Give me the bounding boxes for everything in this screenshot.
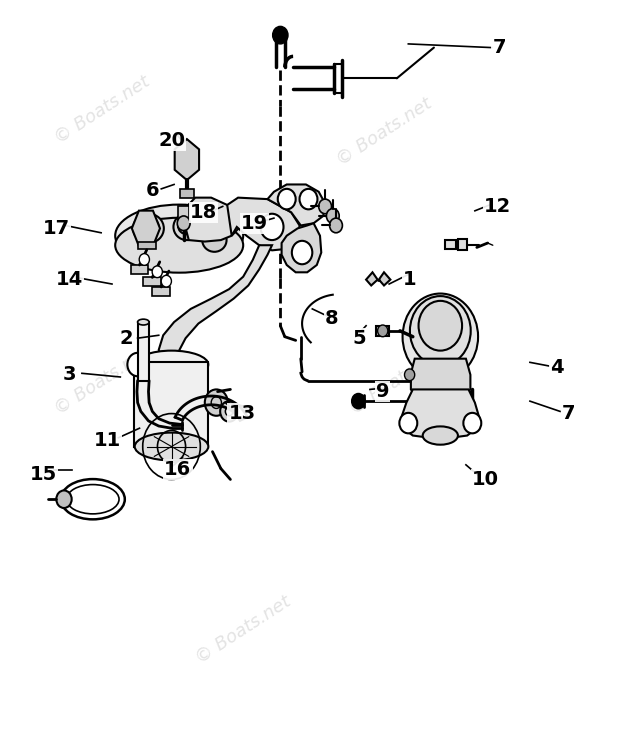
Circle shape: [462, 395, 472, 407]
Circle shape: [399, 413, 417, 433]
Circle shape: [404, 369, 415, 381]
Ellipse shape: [135, 433, 209, 460]
Bar: [178, 206, 189, 220]
Bar: [143, 277, 161, 286]
Circle shape: [161, 275, 172, 287]
Ellipse shape: [173, 214, 200, 240]
Circle shape: [56, 490, 72, 508]
Polygon shape: [159, 245, 272, 360]
Bar: [131, 265, 148, 274]
Circle shape: [177, 216, 190, 231]
Circle shape: [326, 209, 339, 223]
Polygon shape: [282, 223, 321, 272]
Circle shape: [152, 266, 163, 277]
Text: 11: 11: [94, 431, 121, 450]
Polygon shape: [445, 240, 456, 249]
Circle shape: [205, 389, 228, 416]
Ellipse shape: [138, 217, 159, 236]
Circle shape: [220, 401, 238, 422]
Ellipse shape: [115, 218, 243, 272]
Polygon shape: [184, 198, 240, 242]
Circle shape: [127, 353, 148, 376]
Text: 6: 6: [145, 181, 159, 200]
Ellipse shape: [403, 294, 478, 380]
Ellipse shape: [419, 301, 462, 351]
Text: 10: 10: [472, 470, 499, 489]
Polygon shape: [268, 184, 325, 225]
Text: 3: 3: [62, 365, 76, 384]
Ellipse shape: [115, 204, 243, 266]
Text: © Boats.net: © Boats.net: [192, 592, 294, 667]
Polygon shape: [458, 239, 467, 250]
Ellipse shape: [138, 319, 149, 325]
Polygon shape: [402, 389, 479, 439]
Bar: [152, 287, 170, 296]
Polygon shape: [132, 211, 160, 246]
Ellipse shape: [178, 217, 196, 234]
Circle shape: [319, 199, 332, 214]
Text: 1: 1: [403, 270, 417, 289]
Circle shape: [330, 218, 342, 233]
Text: 20: 20: [158, 131, 185, 150]
Text: © Boats.net: © Boats.net: [51, 72, 154, 147]
Circle shape: [378, 325, 388, 337]
Circle shape: [260, 214, 284, 240]
Bar: [138, 242, 156, 249]
Text: 14: 14: [56, 270, 83, 289]
Text: 4: 4: [550, 358, 564, 377]
Text: 13: 13: [228, 404, 255, 423]
Ellipse shape: [135, 351, 209, 378]
Circle shape: [300, 189, 317, 209]
Text: © Boats.net: © Boats.net: [346, 343, 448, 418]
Text: 9: 9: [376, 382, 390, 401]
Text: 7: 7: [561, 404, 575, 423]
Text: 18: 18: [190, 203, 217, 222]
Text: 19: 19: [241, 214, 268, 233]
Text: 16: 16: [164, 460, 191, 479]
Circle shape: [352, 394, 365, 408]
Text: 8: 8: [324, 309, 339, 328]
Text: 5: 5: [353, 329, 367, 348]
Text: © Boats.net: © Boats.net: [333, 94, 435, 169]
Bar: [180, 189, 194, 198]
Text: 17: 17: [43, 219, 70, 238]
Circle shape: [273, 26, 288, 44]
Circle shape: [463, 413, 481, 433]
Circle shape: [292, 241, 312, 264]
Bar: [134, 362, 208, 447]
Text: 15: 15: [30, 465, 57, 484]
Text: 12: 12: [484, 197, 511, 216]
Polygon shape: [411, 359, 470, 406]
Text: 7: 7: [492, 38, 506, 57]
Bar: [138, 322, 149, 381]
Ellipse shape: [202, 228, 227, 252]
Polygon shape: [379, 272, 390, 285]
Ellipse shape: [422, 426, 458, 444]
Ellipse shape: [410, 296, 470, 365]
Circle shape: [140, 253, 150, 265]
Polygon shape: [227, 198, 300, 250]
Bar: [376, 326, 389, 336]
Text: 2: 2: [120, 329, 134, 348]
Ellipse shape: [133, 214, 164, 243]
Circle shape: [278, 189, 296, 209]
Polygon shape: [175, 139, 199, 180]
Text: © Boats.net: © Boats.net: [51, 343, 154, 418]
Polygon shape: [366, 272, 378, 285]
